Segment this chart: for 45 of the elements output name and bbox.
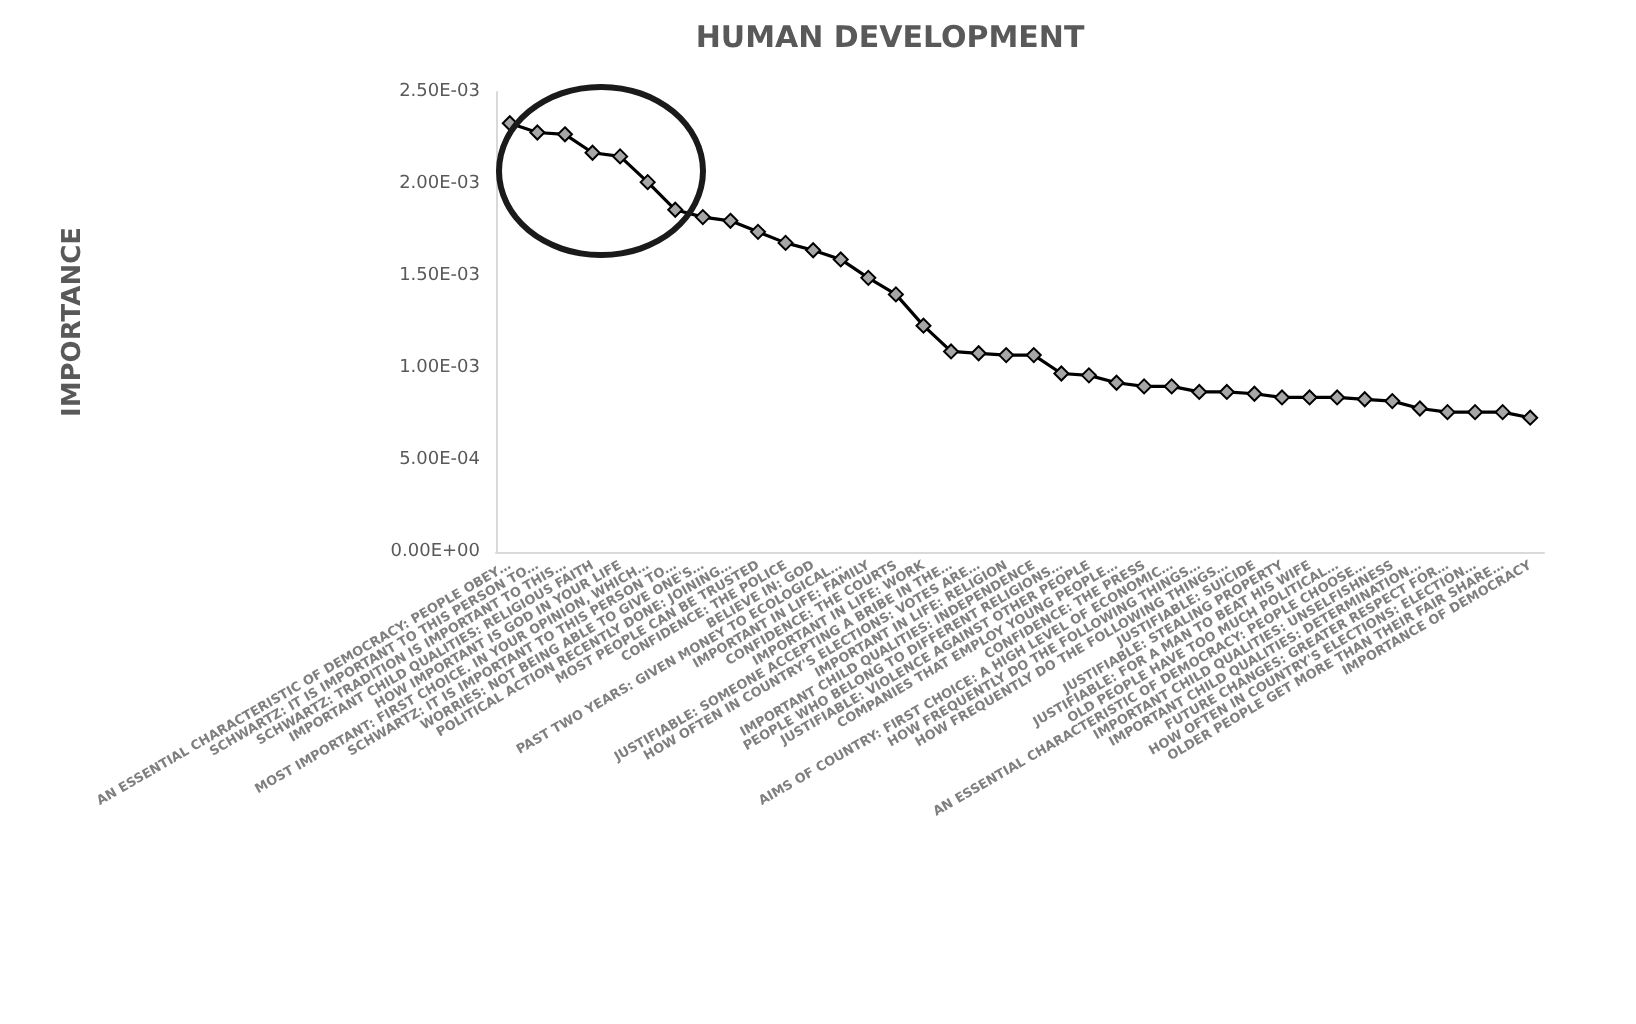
point bbox=[1218, 383, 1235, 400]
point bbox=[1494, 404, 1511, 421]
point bbox=[1080, 367, 1097, 384]
y-tick-label: 2.00E-03 bbox=[399, 174, 480, 194]
point bbox=[943, 343, 960, 360]
point bbox=[1163, 378, 1180, 395]
point bbox=[1522, 409, 1539, 426]
point bbox=[915, 317, 932, 334]
point bbox=[777, 234, 794, 251]
chart-title: HUMAN DEVELOPMENT bbox=[695, 19, 1086, 55]
point bbox=[1301, 389, 1318, 406]
point bbox=[694, 209, 711, 226]
y-tick-label: 5.00E-04 bbox=[399, 450, 481, 470]
point bbox=[529, 124, 546, 141]
point bbox=[556, 126, 573, 143]
y-tick-label: 0.00E+00 bbox=[390, 542, 481, 562]
point bbox=[1411, 400, 1428, 417]
point bbox=[860, 269, 877, 286]
point bbox=[1053, 365, 1070, 382]
point bbox=[1384, 393, 1401, 410]
point bbox=[1467, 404, 1484, 421]
point bbox=[1329, 389, 1346, 406]
y-axis-title: IMPORTANCE bbox=[58, 227, 88, 417]
point bbox=[1246, 385, 1263, 402]
point bbox=[805, 242, 822, 259]
point bbox=[998, 347, 1015, 364]
point bbox=[750, 223, 766, 240]
point bbox=[612, 148, 629, 165]
point bbox=[887, 286, 904, 303]
y-tick-label: 1.50E-03 bbox=[399, 266, 480, 286]
point bbox=[667, 201, 684, 218]
point bbox=[832, 251, 849, 268]
point bbox=[1356, 391, 1373, 408]
point bbox=[722, 212, 739, 229]
point bbox=[1108, 374, 1125, 391]
point bbox=[1136, 378, 1153, 395]
point bbox=[1439, 404, 1456, 421]
point bbox=[639, 174, 656, 191]
point bbox=[1191, 383, 1208, 400]
point bbox=[1025, 347, 1042, 364]
point bbox=[970, 345, 987, 362]
point bbox=[1274, 389, 1290, 406]
point bbox=[584, 144, 601, 161]
y-tick-label: 1.00E-03 bbox=[399, 358, 480, 378]
y-tick-label: 2.50E-03 bbox=[399, 82, 480, 102]
